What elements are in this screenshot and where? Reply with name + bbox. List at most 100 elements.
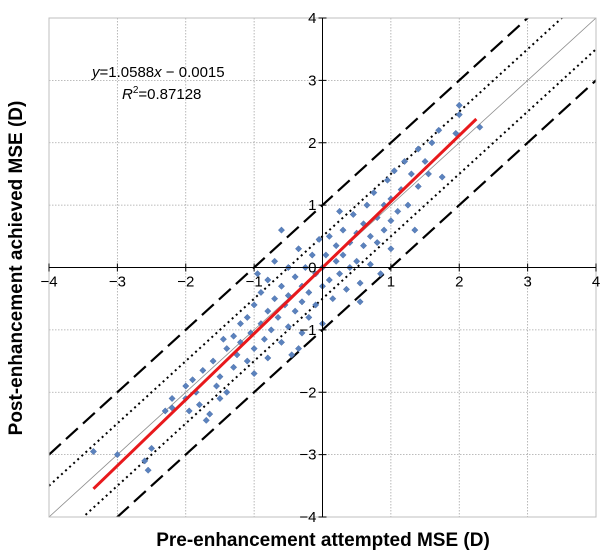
y-tick-label: 3 bbox=[308, 72, 316, 89]
data-point bbox=[414, 182, 422, 190]
y-tick-label: 2 bbox=[308, 135, 316, 152]
data-point bbox=[370, 189, 378, 197]
data-point bbox=[260, 335, 268, 343]
data-point bbox=[349, 210, 357, 218]
data-point bbox=[236, 320, 244, 328]
data-point bbox=[277, 338, 285, 346]
data-point bbox=[243, 313, 251, 321]
data-point bbox=[267, 326, 275, 334]
data-point bbox=[291, 273, 299, 281]
data-point bbox=[264, 276, 272, 284]
data-point bbox=[298, 298, 306, 306]
data-point bbox=[230, 332, 238, 340]
data-point bbox=[230, 363, 238, 371]
x-tick-label: −2 bbox=[177, 274, 194, 291]
data-point bbox=[185, 407, 193, 415]
data-point bbox=[325, 276, 333, 284]
data-point bbox=[161, 407, 169, 415]
data-point bbox=[329, 295, 337, 303]
data-point bbox=[288, 351, 296, 359]
data-point bbox=[356, 279, 364, 287]
r-squared-label: R2=0.87128 bbox=[122, 85, 201, 103]
data-point bbox=[206, 410, 214, 418]
data-point bbox=[332, 242, 340, 250]
x-axis-title: Pre-enhancement attempted MSE (D) bbox=[156, 530, 490, 551]
data-point bbox=[298, 329, 306, 337]
data-point bbox=[387, 217, 395, 225]
data-point bbox=[380, 226, 388, 234]
y-tick-label: −1 bbox=[299, 322, 316, 339]
data-point bbox=[216, 373, 224, 381]
data-point bbox=[271, 257, 279, 265]
x-tick-label: −1 bbox=[246, 274, 263, 291]
data-point bbox=[339, 226, 347, 234]
regression-equation: y=1.0588x − 0.0015 bbox=[91, 64, 225, 81]
data-point bbox=[223, 345, 231, 353]
fit-line-group bbox=[92, 117, 478, 490]
data-point bbox=[168, 395, 176, 402]
data-point bbox=[305, 288, 313, 296]
data-point bbox=[250, 345, 258, 353]
data-point bbox=[411, 226, 419, 234]
axes bbox=[48, 17, 597, 518]
data-point bbox=[455, 101, 463, 109]
data-points bbox=[89, 101, 484, 474]
data-point bbox=[315, 235, 323, 243]
data-point bbox=[356, 298, 364, 306]
data-point bbox=[223, 388, 231, 396]
data-point bbox=[148, 444, 156, 452]
data-point bbox=[250, 301, 258, 309]
data-point bbox=[305, 313, 313, 321]
data-point bbox=[216, 395, 224, 402]
x-tick-label: 1 bbox=[387, 274, 395, 291]
data-point bbox=[421, 157, 429, 165]
y-tick-label: −4 bbox=[299, 509, 316, 526]
data-point bbox=[295, 245, 303, 253]
data-point bbox=[202, 416, 210, 424]
data-point bbox=[250, 370, 258, 378]
data-point bbox=[271, 295, 279, 303]
y-tick-label: −3 bbox=[299, 447, 316, 464]
data-point bbox=[274, 313, 282, 321]
data-point bbox=[195, 401, 203, 409]
data-point bbox=[383, 176, 391, 184]
y-tick-label: −2 bbox=[299, 384, 316, 401]
x-tick-label: −3 bbox=[109, 274, 126, 291]
data-point bbox=[264, 307, 272, 315]
x-tick-label: −4 bbox=[40, 274, 57, 291]
x-tick-label: 3 bbox=[523, 274, 531, 291]
data-point bbox=[277, 282, 285, 290]
data-point bbox=[414, 145, 422, 153]
data-point bbox=[332, 257, 340, 265]
data-point bbox=[113, 451, 121, 459]
data-point bbox=[390, 167, 398, 175]
y-tick-label: 1 bbox=[308, 197, 316, 214]
data-point bbox=[435, 126, 443, 134]
data-point bbox=[377, 270, 385, 278]
y-tick-label: 4 bbox=[308, 10, 316, 27]
data-point bbox=[452, 129, 460, 137]
data-point bbox=[325, 232, 333, 240]
data-point bbox=[277, 226, 285, 234]
data-point bbox=[213, 382, 221, 390]
y-axis-title: Post-enhancement achieved MSE (D) bbox=[6, 101, 27, 436]
data-point bbox=[291, 307, 299, 315]
data-point bbox=[322, 251, 330, 259]
data-point bbox=[428, 139, 436, 147]
data-point bbox=[254, 270, 262, 278]
x-tick-label: 4 bbox=[592, 274, 600, 291]
data-point bbox=[366, 260, 374, 268]
data-point bbox=[189, 376, 197, 384]
data-point bbox=[407, 170, 415, 178]
data-point bbox=[284, 323, 292, 331]
data-point bbox=[219, 335, 227, 343]
data-point bbox=[141, 457, 149, 465]
data-point bbox=[401, 157, 409, 165]
data-point bbox=[438, 173, 446, 181]
data-point bbox=[455, 111, 463, 119]
data-point bbox=[243, 357, 251, 365]
data-point bbox=[199, 366, 207, 374]
data-point bbox=[339, 251, 347, 259]
data-point bbox=[363, 201, 371, 209]
